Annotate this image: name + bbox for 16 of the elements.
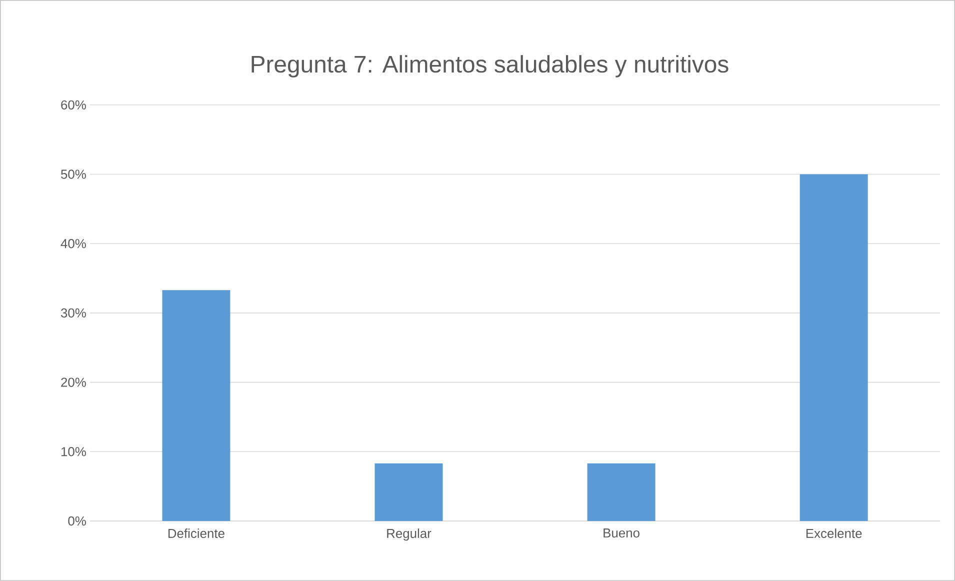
x-tick-label: Regular [387, 528, 432, 541]
bar [800, 174, 868, 522]
y-tick-label: 0% [68, 516, 86, 526]
x-tick-label: Excelente [806, 528, 862, 538]
y-tick-label: 30% [60, 308, 86, 318]
y-tick-label: 60% [61, 100, 86, 110]
y-tick-label: 20% [61, 378, 86, 387]
y-tick-label: 10% [61, 447, 86, 456]
y-tick-label: 40% [60, 239, 86, 248]
bar [162, 290, 230, 522]
x-tick-label: Bueno [604, 528, 640, 538]
y-tick-label: 50% [60, 170, 86, 179]
bar [587, 463, 656, 522]
chart-title: Pregunta 7: Alimentos saludables y nutritivos [252, 55, 728, 78]
bar [374, 463, 443, 522]
x-tick-label: Deficiente [168, 528, 224, 538]
